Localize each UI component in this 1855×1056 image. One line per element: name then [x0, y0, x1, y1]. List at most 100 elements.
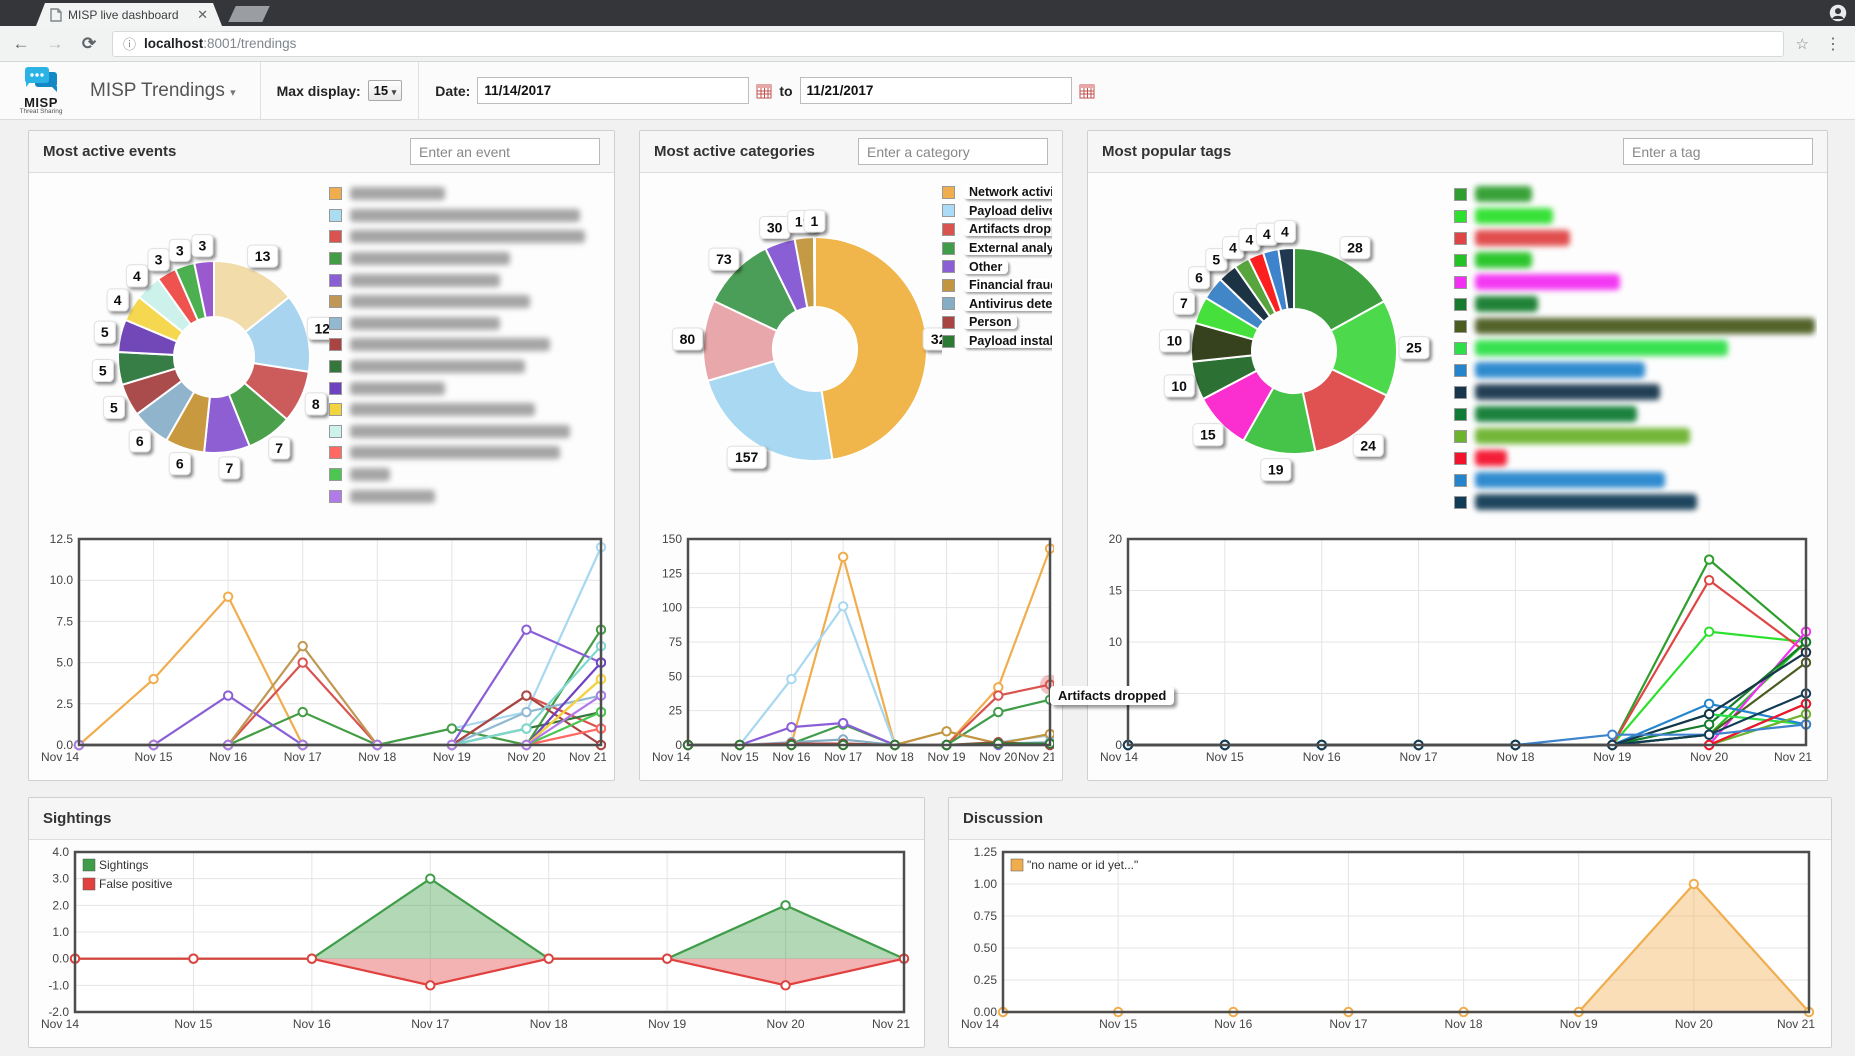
legend-item: Other [942, 257, 1052, 276]
redacted-label [1475, 472, 1665, 488]
event-search-input[interactable] [410, 138, 600, 165]
legend-item: Network activity [942, 183, 1052, 202]
svg-text:30: 30 [767, 220, 783, 236]
donut-label: 6 [1187, 266, 1210, 290]
data-point [1703, 626, 1715, 637]
donut-label: 4 [1255, 222, 1278, 246]
calendar-icon[interactable] [756, 83, 772, 99]
date-from-input[interactable] [477, 77, 750, 104]
svg-text:150: 150 [662, 532, 682, 546]
browser-url-row: ← → ⟳ ⓘ localhost:8001/trendings ☆ ⋮ [0, 26, 1855, 62]
legend-item [329, 269, 604, 291]
panel-title: Sightings [43, 810, 112, 827]
legend-label: Payload installation [963, 334, 1052, 349]
legend-item [1454, 425, 1817, 447]
forward-icon[interactable]: → [46, 33, 64, 53]
svg-text:Nov 18: Nov 18 [1445, 1017, 1483, 1031]
max-display-select[interactable]: 15 ▾ [367, 80, 403, 101]
svg-text:25: 25 [669, 704, 683, 718]
svg-text:Nov 14: Nov 14 [41, 1017, 79, 1031]
sightings-area-chart[interactable]: -2.0 -1.0 0.0 1.0 2.0 3.0 4.0 Nov 14 Nov 15 Nov 1… [39, 845, 914, 1036]
legend-color-swatch [329, 468, 342, 482]
legend-color-swatch [329, 187, 342, 201]
data-point [222, 591, 234, 602]
profile-icon[interactable] [1829, 4, 1847, 22]
data-point [941, 726, 952, 737]
data-point [786, 721, 797, 733]
redacted-label [350, 273, 500, 287]
donut-label: 1 [803, 209, 826, 233]
refresh-icon[interactable]: ⟳ [81, 33, 97, 53]
donut-label: 4 [125, 264, 148, 288]
legend-item: Payload installation [942, 332, 1052, 351]
svg-text:"no name or id yet...": "no name or id yet..." [1027, 858, 1138, 872]
svg-text:2.0: 2.0 [52, 898, 69, 912]
info-icon[interactable]: ⓘ [123, 37, 137, 52]
svg-text:Nov 21: Nov 21 [1774, 750, 1812, 764]
redacted-label [350, 295, 530, 309]
redacted-label [350, 468, 390, 482]
donut-label: 3 [168, 238, 191, 262]
categories-donut-chart[interactable]: 326157807330191 [650, 179, 942, 531]
legend-color-swatch [1454, 429, 1467, 443]
url-bar[interactable]: ⓘ localhost:8001/trendings [112, 30, 1784, 57]
legend-item: Person [942, 313, 1052, 332]
svg-text:12.5: 12.5 [50, 532, 74, 546]
data-point [837, 601, 849, 612]
nav-title-dropdown[interactable]: MISP Trendings ▾ [90, 79, 236, 101]
svg-text:100: 100 [662, 601, 682, 615]
legend-item [329, 356, 604, 378]
donut-label: 3 [147, 248, 170, 272]
svg-text:1: 1 [811, 213, 819, 229]
calendar-icon[interactable] [1079, 83, 1095, 99]
back-icon[interactable]: ← [12, 33, 30, 53]
svg-text:5.0: 5.0 [56, 656, 73, 670]
legend-color-swatch [1454, 473, 1467, 487]
data-point [306, 953, 318, 964]
misp-logo[interactable]: MISP Threat Sharing [10, 66, 72, 116]
legend-color-swatch [329, 208, 342, 222]
donut-label: 7 [218, 456, 241, 480]
legend-color-swatch [942, 204, 955, 218]
svg-text:Nov 20: Nov 20 [979, 750, 1017, 764]
data-point [425, 980, 436, 991]
svg-text:8: 8 [312, 396, 320, 412]
tab-close-icon[interactable]: ✕ [197, 7, 208, 22]
new-tab-button[interactable] [228, 6, 270, 22]
bookmark-star-icon[interactable]: ☆ [1795, 35, 1809, 53]
events-line-chart[interactable]: 0.0 2.5 5.0 7.5 10.0 12.5 Nov 14 Nov 15 Nov 16 No… [39, 531, 607, 769]
redacted-label [1475, 208, 1553, 224]
data-point [188, 953, 199, 964]
legend-label: Payload delivery [963, 203, 1052, 218]
svg-text:Nov 17: Nov 17 [1400, 750, 1438, 764]
donut-slice [812, 235, 816, 309]
discussion-area-chart[interactable]: 0.00 0.25 0.50 0.75 1.00 1.25 Nov 14 Nov 15 Nov … [959, 845, 1821, 1036]
svg-text:Nov 14: Nov 14 [1100, 750, 1138, 764]
donut-label: 10 [1163, 374, 1195, 398]
redacted-label [1475, 406, 1637, 422]
donut-slice [814, 235, 928, 461]
svg-text:75: 75 [669, 635, 683, 649]
browser-menu-icon[interactable]: ⋮ [1825, 35, 1841, 53]
legend-item [1454, 447, 1817, 469]
tag-search-input[interactable] [1623, 138, 1813, 165]
svg-text:80: 80 [680, 331, 696, 347]
header-divider [259, 61, 261, 120]
svg-text:Nov 16: Nov 16 [1303, 750, 1341, 764]
svg-text:20: 20 [1109, 532, 1123, 546]
date-to-input[interactable] [799, 77, 1072, 104]
data-point [521, 706, 532, 718]
panel-title: Most popular tags [1102, 143, 1232, 160]
legend-label: Financial fraud [963, 278, 1052, 293]
categories-line-chart[interactable]: 0 25 50 75 100 125 150 Nov 14 Nov 15 Nov 16 Nov 17… [650, 531, 1060, 769]
panel-discussion: Discussion 0.00 0.25 0.50 0.75 1.00 1.25 Nov 1… [948, 797, 1832, 1048]
svg-text:Nov 20: Nov 20 [1675, 1017, 1713, 1031]
donut-label: 28 [1339, 236, 1371, 260]
category-search-input[interactable] [858, 138, 1048, 165]
panel-title: Most active events [43, 143, 177, 160]
svg-text:24: 24 [1360, 437, 1376, 453]
browser-tab[interactable]: MISP live dashboard ✕ [36, 3, 222, 26]
